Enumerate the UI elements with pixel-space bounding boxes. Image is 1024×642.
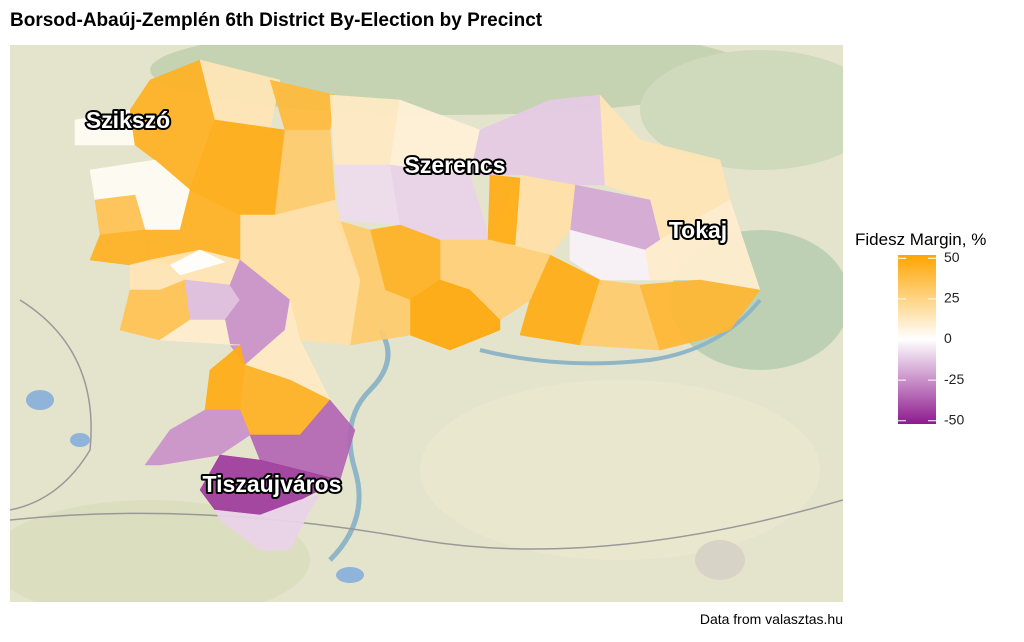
precinct xyxy=(144,409,251,466)
precinct xyxy=(409,279,501,351)
legend-title: Fidesz Margin, % xyxy=(855,230,986,249)
precinct xyxy=(214,494,321,551)
precinct xyxy=(159,319,241,346)
precinct xyxy=(469,94,606,186)
city-label: Tokaj xyxy=(669,217,727,243)
legend-tick-label: 0 xyxy=(944,330,952,346)
legend-tick-label: 50 xyxy=(944,249,960,265)
precinct xyxy=(334,164,401,226)
city-labels: Szikszó Szerencs Tokaj Tiszaújváros xyxy=(84,105,729,499)
city-label: Szikszó xyxy=(86,107,170,133)
legend-tick-label: -50 xyxy=(944,411,964,427)
precinct xyxy=(329,94,401,166)
city-label: Tiszaújváros xyxy=(203,471,342,497)
precinct xyxy=(487,174,521,246)
precinct-layer xyxy=(74,59,761,551)
precinct xyxy=(569,229,651,281)
legend-tick-label: -25 xyxy=(944,371,964,387)
city-label: Szerencs xyxy=(404,152,505,178)
precinct xyxy=(639,279,761,351)
legend-tick-label: 25 xyxy=(944,290,960,306)
legend-ticks: 50 25 0 -25 -50 xyxy=(898,249,964,427)
map-title: Borsod-Abaúj-Zemplén 6th District By-Ele… xyxy=(10,10,543,31)
caption: Data from valasztas.hu xyxy=(700,611,843,627)
precinct xyxy=(169,249,226,276)
